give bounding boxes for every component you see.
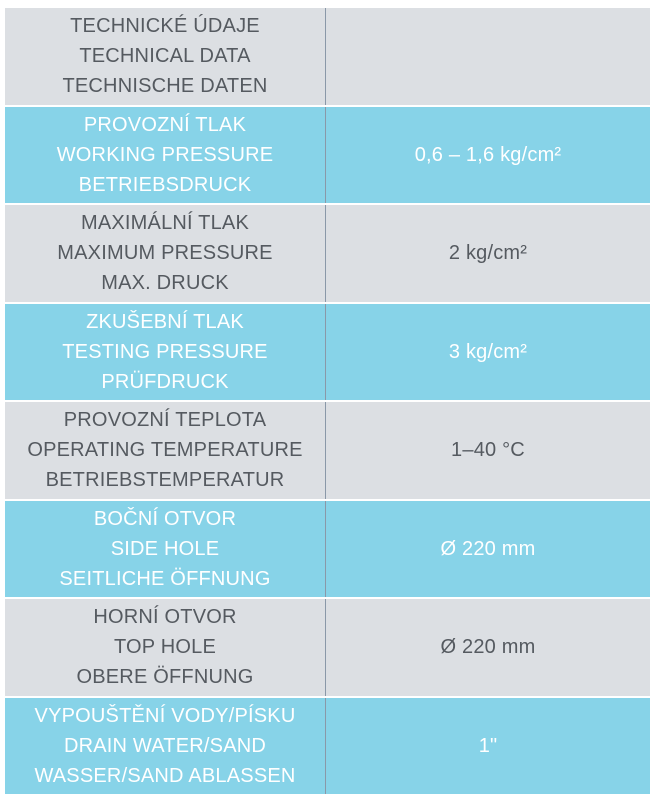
- parameter-cell: BOČNÍ OTVOR SIDE HOLE SEITLICHE ÖFFNUNG: [5, 500, 326, 597]
- parameter-label: BETRIEBSDRUCK: [78, 173, 252, 196]
- parameter-label: SEITLICHE ÖFFNUNG: [59, 567, 271, 590]
- parameter-label: BETRIEBSTEMPERATUR: [45, 469, 285, 492]
- table-row: VYPOUŠTĚNÍ VODY/PÍSKU DRAIN WATER/SAND WAS…: [5, 697, 650, 796]
- parameter-label: TOP HOLE: [113, 636, 216, 659]
- parameter-label: TECHNICAL DATA: [79, 45, 251, 68]
- parameter-label: ZKUŠEBNÍ TLAK: [86, 310, 244, 333]
- parameter-label: TECHNICKÉ ÚDAJE: [70, 15, 260, 38]
- parameter-label: VYPOUŠTĚNÍ VODY/PÍSKU: [34, 704, 296, 727]
- value-cell: 3 kg/cm²: [448, 340, 528, 363]
- parameter-label: TECHNISCHE DATEN: [62, 75, 268, 98]
- value-cell: 1–40 °C: [451, 439, 525, 462]
- value-cell: Ø 220 mm: [440, 636, 536, 659]
- parameter-label: WORKING PRESSURE: [56, 143, 274, 166]
- parameter-cell: ZKUŠEBNÍ TLAK TESTING PRESSURE PRÜFDRUCK: [5, 303, 326, 400]
- table-row: BOČNÍ OTVOR SIDE HOLE SEITLICHE ÖFFNUNG Ø 2…: [5, 500, 650, 599]
- parameter-label: OBERE ÖFFNUNG: [76, 666, 254, 689]
- parameter-label: PROVOZNÍ TEPLOTA: [63, 409, 267, 432]
- parameter-label: PROVOZNÍ TLAK: [83, 113, 247, 136]
- parameter-label: MAX. DRUCK: [101, 272, 229, 295]
- table-row: PROVOZNÍ TEPLOTA OPERATING TEMPERATURE BET…: [5, 402, 650, 501]
- parameter-label: MAXIMÁLNÍ TLAK: [80, 212, 250, 235]
- value-cell: 2 kg/cm²: [448, 242, 528, 265]
- parameter-label: TESTING PRESSURE: [62, 340, 268, 363]
- parameter-label: BOČNÍ OTVOR: [93, 507, 237, 530]
- parameter-cell: HORNÍ OTVOR TOP HOLE OBERE ÖFFNUNG: [5, 599, 326, 696]
- parameter-label: PRÜFDRUCK: [101, 370, 229, 393]
- parameter-cell: PROVOZNÍ TLAK WORKING PRESSURE BETRIEBSDRU…: [5, 106, 326, 203]
- value-cell: 0,6 – 1,6 kg/cm²: [414, 143, 562, 166]
- table-row: HORNÍ OTVOR TOP HOLE OBERE ÖFFNUNG Ø 220 mm: [5, 599, 650, 698]
- table-row: PROVOZNÍ TLAK WORKING PRESSURE BETRIEBSDRU…: [5, 106, 650, 205]
- parameter-cell: MAXIMÁLNÍ TLAK MAXIMUM PRESSURE MAX. DRUCK: [5, 205, 326, 302]
- parameter-label: MAXIMUM PRESSURE: [57, 242, 273, 265]
- parameter-cell: PROVOZNÍ TEPLOTA OPERATING TEMPERATURE BET…: [5, 402, 326, 499]
- value-cell: 1": [478, 734, 498, 757]
- parameter-label: OPERATING TEMPERATURE: [27, 439, 303, 462]
- value-cell: Ø 220 mm: [440, 537, 536, 560]
- parameter-label: HORNÍ OTVOR: [93, 606, 237, 629]
- parameter-label: WASSER/SAND ABLASSEN: [34, 764, 296, 787]
- table-row: MAXIMÁLNÍ TLAK MAXIMUM PRESSURE MAX. DRUCK…: [5, 205, 650, 304]
- table-row: TECHNICKÉ ÚDAJE TECHNICAL DATA TECHNISCHE …: [5, 8, 650, 107]
- table-row: ZKUŠEBNÍ TLAK TESTING PRESSURE PRÜFDRUCK 3 …: [5, 303, 650, 402]
- parameter-cell: TECHNICKÉ ÚDAJE TECHNICAL DATA TECHNISCHE …: [5, 8, 326, 105]
- parameter-cell: VYPOUŠTĚNÍ VODY/PÍSKU DRAIN WATER/SAND WAS…: [5, 697, 326, 794]
- value-cell: [326, 8, 650, 105]
- parameter-label: SIDE HOLE: [110, 537, 220, 560]
- technical-data-table: TECHNICKÉ ÚDAJE TECHNICAL DATA TECHNISCHE …: [5, 8, 650, 796]
- parameter-label: DRAIN WATER/SAND: [63, 734, 267, 757]
